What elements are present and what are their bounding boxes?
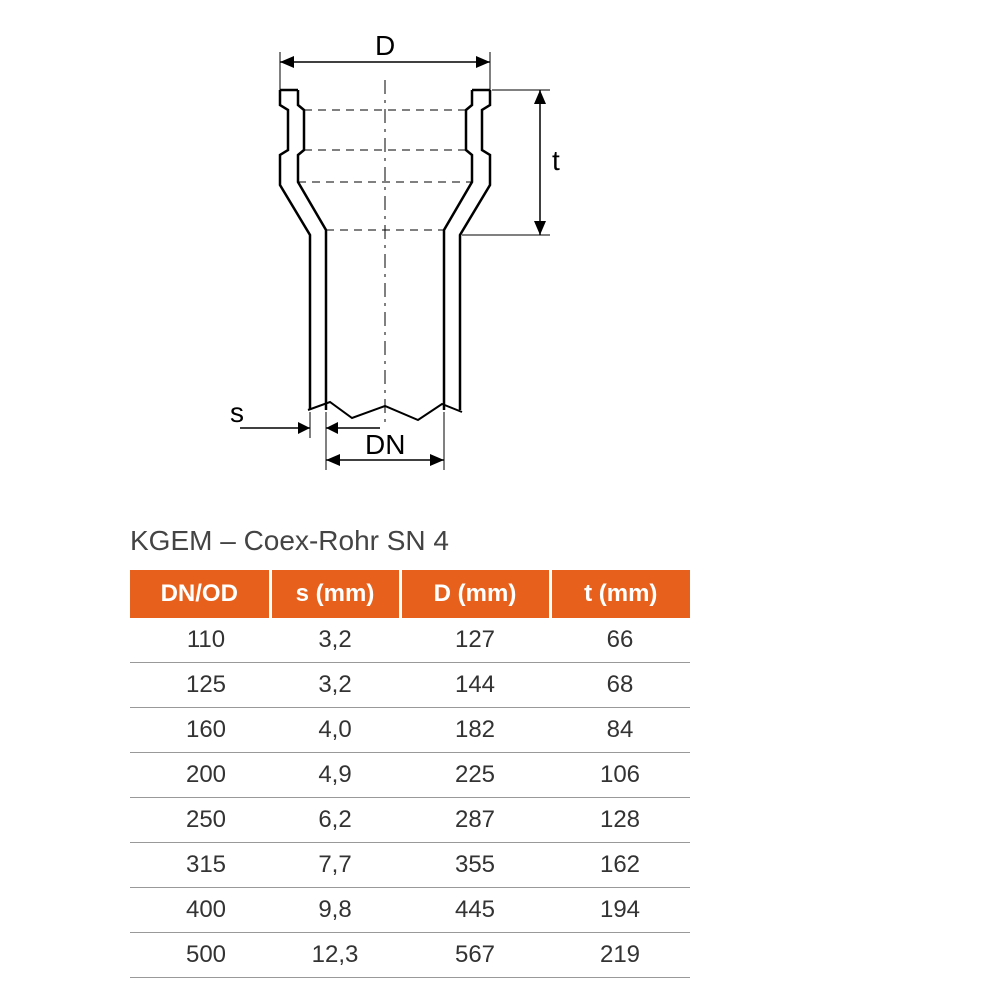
table-cell: 250: [130, 798, 270, 843]
dim-label-D: D: [375, 30, 395, 61]
table-cell: 162: [550, 843, 690, 888]
table-row: 50012,3567219: [130, 933, 690, 978]
table-row: 2506,2287128: [130, 798, 690, 843]
col-header: DN/OD: [130, 570, 270, 618]
dim-label-t: t: [552, 145, 560, 176]
table-cell: 567: [400, 933, 550, 978]
table-cell: 6,2: [270, 798, 400, 843]
table-cell: 3,2: [270, 618, 400, 663]
table-cell: 4,9: [270, 753, 400, 798]
pipe-diagram-svg: D t s: [180, 30, 680, 480]
table-row: 2004,9225106: [130, 753, 690, 798]
table-row: 4009,8445194: [130, 888, 690, 933]
table-row: 1253,214468: [130, 663, 690, 708]
table-cell: 66: [550, 618, 690, 663]
table-cell: 3,2: [270, 663, 400, 708]
table-cell: 500: [130, 933, 270, 978]
table-cell: 160: [130, 708, 270, 753]
table-cell: 84: [550, 708, 690, 753]
table-cell: 106: [550, 753, 690, 798]
table-cell: 355: [400, 843, 550, 888]
col-header: D (mm): [400, 570, 550, 618]
table-cell: 182: [400, 708, 550, 753]
table-cell: 225: [400, 753, 550, 798]
table-cell: 110: [130, 618, 270, 663]
table-cell: 219: [550, 933, 690, 978]
table-cell: 194: [550, 888, 690, 933]
table-cell: 287: [400, 798, 550, 843]
table-cell: 127: [400, 618, 550, 663]
table-cell: 125: [130, 663, 270, 708]
spec-table: DN/OD s (mm) D (mm) t (mm) 1103,21276612…: [130, 570, 690, 978]
table-cell: 315: [130, 843, 270, 888]
table-cell: 144: [400, 663, 550, 708]
col-header: t (mm): [550, 570, 690, 618]
table-row: 3157,7355162: [130, 843, 690, 888]
table-cell: 445: [400, 888, 550, 933]
table-row: 1103,212766: [130, 618, 690, 663]
table-cell: 7,7: [270, 843, 400, 888]
table-row: 1604,018284: [130, 708, 690, 753]
technical-drawing: D t s: [180, 30, 680, 480]
table-cell: 9,8: [270, 888, 400, 933]
dim-label-s: s: [230, 397, 244, 428]
table-cell: 4,0: [270, 708, 400, 753]
table-cell: 200: [130, 753, 270, 798]
table-title: KGEM – Coex-Rohr SN 4: [130, 525, 449, 557]
table-cell: 68: [550, 663, 690, 708]
table-cell: 128: [550, 798, 690, 843]
table-cell: 400: [130, 888, 270, 933]
dim-label-DN: DN: [365, 429, 405, 460]
table-header-row: DN/OD s (mm) D (mm) t (mm): [130, 570, 690, 618]
col-header: s (mm): [270, 570, 400, 618]
table-cell: 12,3: [270, 933, 400, 978]
